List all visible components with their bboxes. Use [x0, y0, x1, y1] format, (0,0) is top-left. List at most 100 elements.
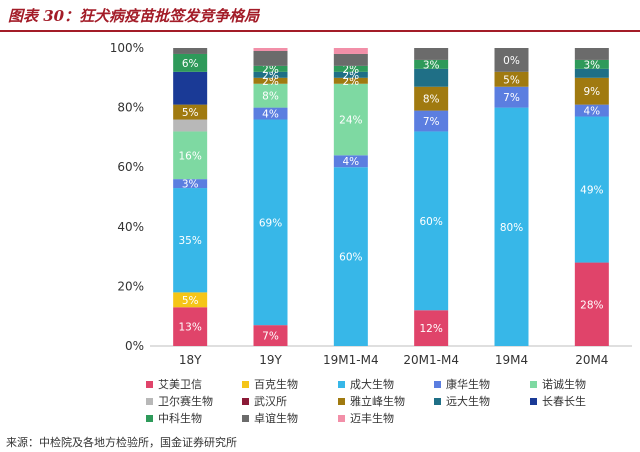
bar-segment [253, 71, 288, 78]
data-label: 7% [423, 116, 440, 128]
bar-segment [414, 310, 449, 346]
bar-segment [173, 179, 208, 189]
bar-segment [494, 71, 529, 87]
bar-segment [414, 48, 449, 60]
legend-swatch [146, 398, 153, 405]
legend-label: 百克生物 [254, 377, 298, 391]
y-tick-label: 60% [117, 160, 144, 174]
bar-segment [253, 119, 288, 326]
data-label: 69% [259, 217, 282, 229]
data-label: 3% [423, 59, 440, 71]
legend-swatch [338, 398, 345, 405]
data-label: 2% [342, 64, 359, 76]
bar-segment [253, 107, 288, 120]
stacked-bar-chart: 0% 20% 40% 60% 80% 100% 13% 5% 35% 3% 16% 5% 6% 18Y 7%… [110, 41, 632, 425]
legend-label: 迈丰生物 [350, 411, 394, 425]
data-label: 2% [262, 76, 279, 88]
bar-segment [173, 48, 208, 54]
bar-segment [173, 188, 208, 293]
bar-segment [333, 155, 368, 168]
data-label: 28% [580, 299, 603, 311]
data-label: 7% [503, 92, 520, 104]
bar-segment [173, 307, 208, 346]
source-note: 来源：中检院及各地方检验所，国金证券研究所 [6, 436, 237, 449]
legend-swatch [146, 381, 153, 388]
legend-swatch [338, 415, 345, 422]
bar-segment [494, 86, 529, 108]
data-label: 16% [178, 150, 201, 162]
legend-label: 武汉所 [254, 395, 287, 408]
data-label: 8% [423, 94, 440, 106]
bar-segment [574, 116, 609, 263]
data-label: 60% [339, 252, 362, 264]
bar-segment [574, 48, 609, 60]
legend-swatch [242, 415, 249, 422]
bar-segment [333, 83, 368, 156]
data-label: 5% [182, 295, 199, 307]
bar-segment [333, 65, 368, 72]
y-tick-label: 100% [110, 41, 144, 55]
bar-segment [253, 65, 288, 72]
data-label: 12% [419, 323, 442, 335]
bar-segment [253, 77, 288, 84]
bar-segment [173, 292, 208, 308]
legend-label: 卓谊生物 [254, 411, 298, 425]
data-label: 5% [503, 74, 520, 86]
bar-segment [333, 77, 368, 84]
data-label: 80% [500, 222, 523, 234]
bar-segment [574, 68, 609, 78]
legend-swatch [338, 381, 345, 388]
legend-label: 长春长生 [542, 394, 586, 408]
data-label: 3% [182, 179, 199, 191]
data-label: 9% [583, 86, 600, 98]
bar-segment [173, 131, 208, 180]
title-divider [0, 30, 640, 32]
legend-label: 康华生物 [446, 377, 490, 391]
bar-segment [414, 68, 449, 87]
data-label: 60% [419, 216, 442, 228]
bar-segment [253, 83, 288, 108]
y-tick-label: 80% [117, 101, 144, 115]
bar-segment [253, 325, 288, 346]
bar-segment [574, 59, 609, 69]
bar-segment [173, 119, 208, 132]
bar-segment [173, 71, 208, 105]
bar-segment [173, 104, 208, 120]
bar-segment [333, 48, 368, 54]
legend-label: 成大生物 [350, 377, 394, 391]
chart-title: 图表 30：狂犬病疫苗批签发竞争格局 [8, 7, 260, 25]
data-label: 4% [583, 106, 600, 118]
data-label: 49% [580, 185, 603, 197]
data-label: 6% [182, 58, 199, 70]
data-label: 2% [262, 70, 279, 82]
legend-swatch [242, 381, 249, 388]
data-label: 7% [262, 331, 279, 343]
data-label: 4% [262, 109, 279, 121]
bar-segment [333, 71, 368, 78]
x-tick-label: 20M1-M4 [403, 353, 459, 367]
x-tick-label: 19Y [259, 353, 282, 367]
legend-label: 雅立峰生物 [350, 394, 405, 408]
legend-swatch [434, 398, 441, 405]
x-tick-label: 20M4 [575, 353, 608, 367]
bar-segment [414, 110, 449, 132]
y-tick-label: 20% [117, 279, 144, 293]
data-label: 24% [339, 115, 362, 127]
legend-swatch [146, 415, 153, 422]
bar-segment [574, 262, 609, 346]
bar-segment [574, 104, 609, 117]
bar-segment [253, 50, 288, 66]
data-label: 4% [342, 156, 359, 168]
data-label: 3% [583, 59, 600, 71]
data-label: 8% [262, 91, 279, 103]
bar-segment [494, 48, 529, 72]
legend-label: 艾美卫信 [158, 378, 202, 391]
legend-swatch [434, 381, 441, 388]
bar-segment [333, 167, 368, 346]
legend-swatch [530, 381, 537, 388]
legend-label: 诺诚生物 [542, 377, 586, 391]
bar-segment [414, 59, 449, 69]
y-tick-label: 40% [117, 220, 144, 234]
legend-label: 远大生物 [446, 394, 490, 408]
data-label: 5% [182, 107, 199, 119]
